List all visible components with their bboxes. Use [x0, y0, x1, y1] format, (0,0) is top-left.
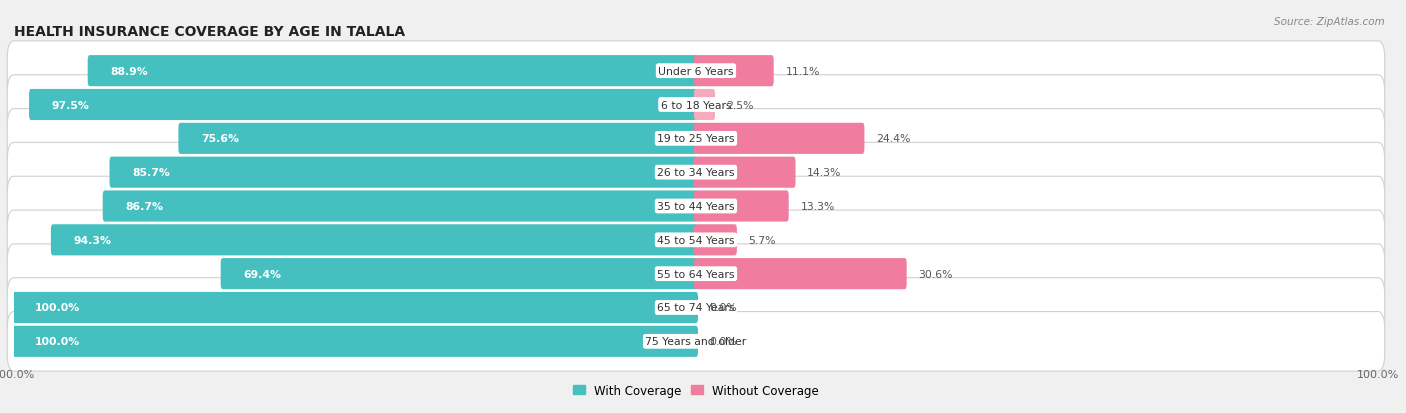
Text: 11.1%: 11.1%	[786, 66, 820, 76]
Text: 24.4%: 24.4%	[876, 134, 910, 144]
FancyBboxPatch shape	[695, 90, 716, 121]
Text: Under 6 Years: Under 6 Years	[658, 66, 734, 76]
Text: 100.0%: 100.0%	[35, 337, 80, 347]
FancyBboxPatch shape	[7, 278, 1385, 337]
FancyBboxPatch shape	[7, 76, 1385, 135]
Text: 0.0%: 0.0%	[710, 303, 737, 313]
FancyBboxPatch shape	[30, 90, 697, 121]
Text: 6 to 18 Years: 6 to 18 Years	[661, 100, 731, 110]
Text: 97.5%: 97.5%	[52, 100, 90, 110]
FancyBboxPatch shape	[7, 143, 1385, 202]
Text: 2.5%: 2.5%	[727, 100, 754, 110]
FancyBboxPatch shape	[13, 326, 697, 357]
FancyBboxPatch shape	[179, 123, 697, 154]
FancyBboxPatch shape	[695, 259, 907, 290]
Text: 100.0%: 100.0%	[35, 303, 80, 313]
Text: 55 to 64 Years: 55 to 64 Years	[657, 269, 735, 279]
Text: 30.6%: 30.6%	[918, 269, 953, 279]
FancyBboxPatch shape	[7, 177, 1385, 236]
FancyBboxPatch shape	[695, 191, 789, 222]
Text: 19 to 25 Years: 19 to 25 Years	[657, 134, 735, 144]
Text: 75 Years and older: 75 Years and older	[645, 337, 747, 347]
Legend: With Coverage, Without Coverage: With Coverage, Without Coverage	[568, 379, 824, 401]
Text: 35 to 44 Years: 35 to 44 Years	[657, 202, 735, 211]
Text: 94.3%: 94.3%	[73, 235, 111, 245]
FancyBboxPatch shape	[110, 157, 697, 188]
FancyBboxPatch shape	[695, 225, 737, 256]
Text: HEALTH INSURANCE COVERAGE BY AGE IN TALALA: HEALTH INSURANCE COVERAGE BY AGE IN TALA…	[14, 25, 405, 39]
FancyBboxPatch shape	[7, 42, 1385, 101]
Text: 65 to 74 Years: 65 to 74 Years	[657, 303, 735, 313]
Text: Source: ZipAtlas.com: Source: ZipAtlas.com	[1274, 17, 1385, 26]
FancyBboxPatch shape	[51, 225, 697, 256]
FancyBboxPatch shape	[13, 292, 697, 323]
Text: 26 to 34 Years: 26 to 34 Years	[657, 168, 735, 178]
Text: 0.0%: 0.0%	[710, 337, 737, 347]
Text: 14.3%: 14.3%	[807, 168, 842, 178]
FancyBboxPatch shape	[7, 109, 1385, 169]
FancyBboxPatch shape	[695, 157, 796, 188]
FancyBboxPatch shape	[695, 56, 773, 87]
Text: 85.7%: 85.7%	[132, 168, 170, 178]
Text: 75.6%: 75.6%	[201, 134, 239, 144]
FancyBboxPatch shape	[7, 211, 1385, 270]
FancyBboxPatch shape	[221, 259, 697, 290]
FancyBboxPatch shape	[87, 56, 697, 87]
FancyBboxPatch shape	[103, 191, 697, 222]
FancyBboxPatch shape	[695, 123, 865, 154]
Text: 88.9%: 88.9%	[110, 66, 148, 76]
FancyBboxPatch shape	[7, 312, 1385, 371]
Text: 13.3%: 13.3%	[800, 202, 835, 211]
Text: 69.4%: 69.4%	[243, 269, 281, 279]
FancyBboxPatch shape	[7, 244, 1385, 304]
Text: 45 to 54 Years: 45 to 54 Years	[657, 235, 735, 245]
Text: 5.7%: 5.7%	[748, 235, 776, 245]
Text: 86.7%: 86.7%	[125, 202, 163, 211]
